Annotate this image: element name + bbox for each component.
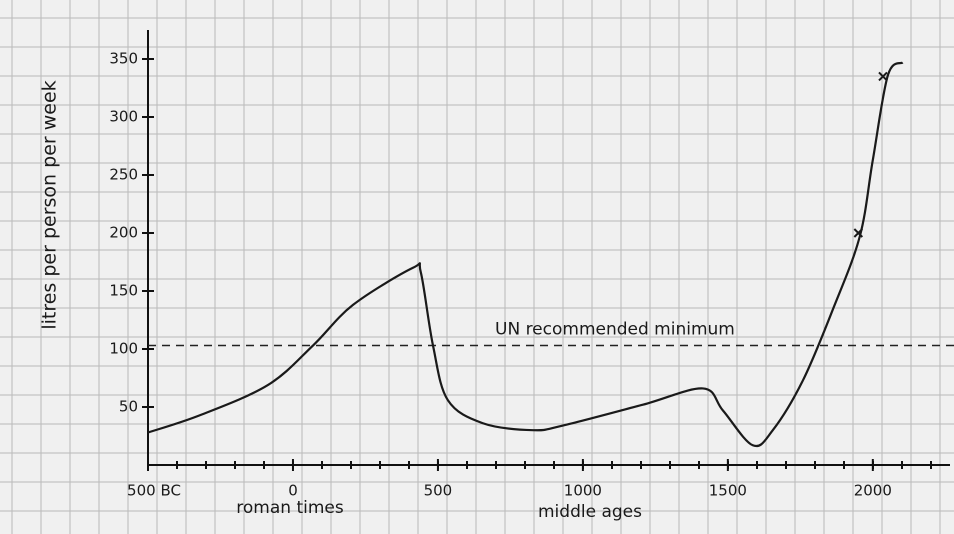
y-tick-label: 100	[109, 340, 138, 358]
chart: litres per person per week 50 100 150 200 25…	[0, 0, 954, 534]
annotation: middle ages	[538, 502, 642, 522]
y-tick-label: 350	[109, 50, 138, 68]
x-tick-label: 500	[424, 482, 453, 500]
y-tick-label: 200	[109, 224, 138, 242]
y-tick-label: 150	[109, 282, 138, 300]
x-tick-label: 1000	[564, 482, 602, 500]
x-tick-label: 2000	[854, 482, 892, 500]
y-tick-label: 300	[109, 108, 138, 126]
y-tick-label: 50	[119, 398, 138, 416]
x-tick-label: 500 BC	[127, 482, 181, 500]
y-tick-label: 250	[109, 166, 138, 184]
x-tick-label: 1500	[709, 482, 747, 500]
x-tick-label: 0	[288, 482, 298, 500]
paper	[0, 0, 954, 534]
annotation: roman times	[236, 498, 344, 518]
reference-label: UN recommended minimum	[495, 320, 735, 340]
y-axis-label: litres per person per week	[39, 80, 61, 329]
